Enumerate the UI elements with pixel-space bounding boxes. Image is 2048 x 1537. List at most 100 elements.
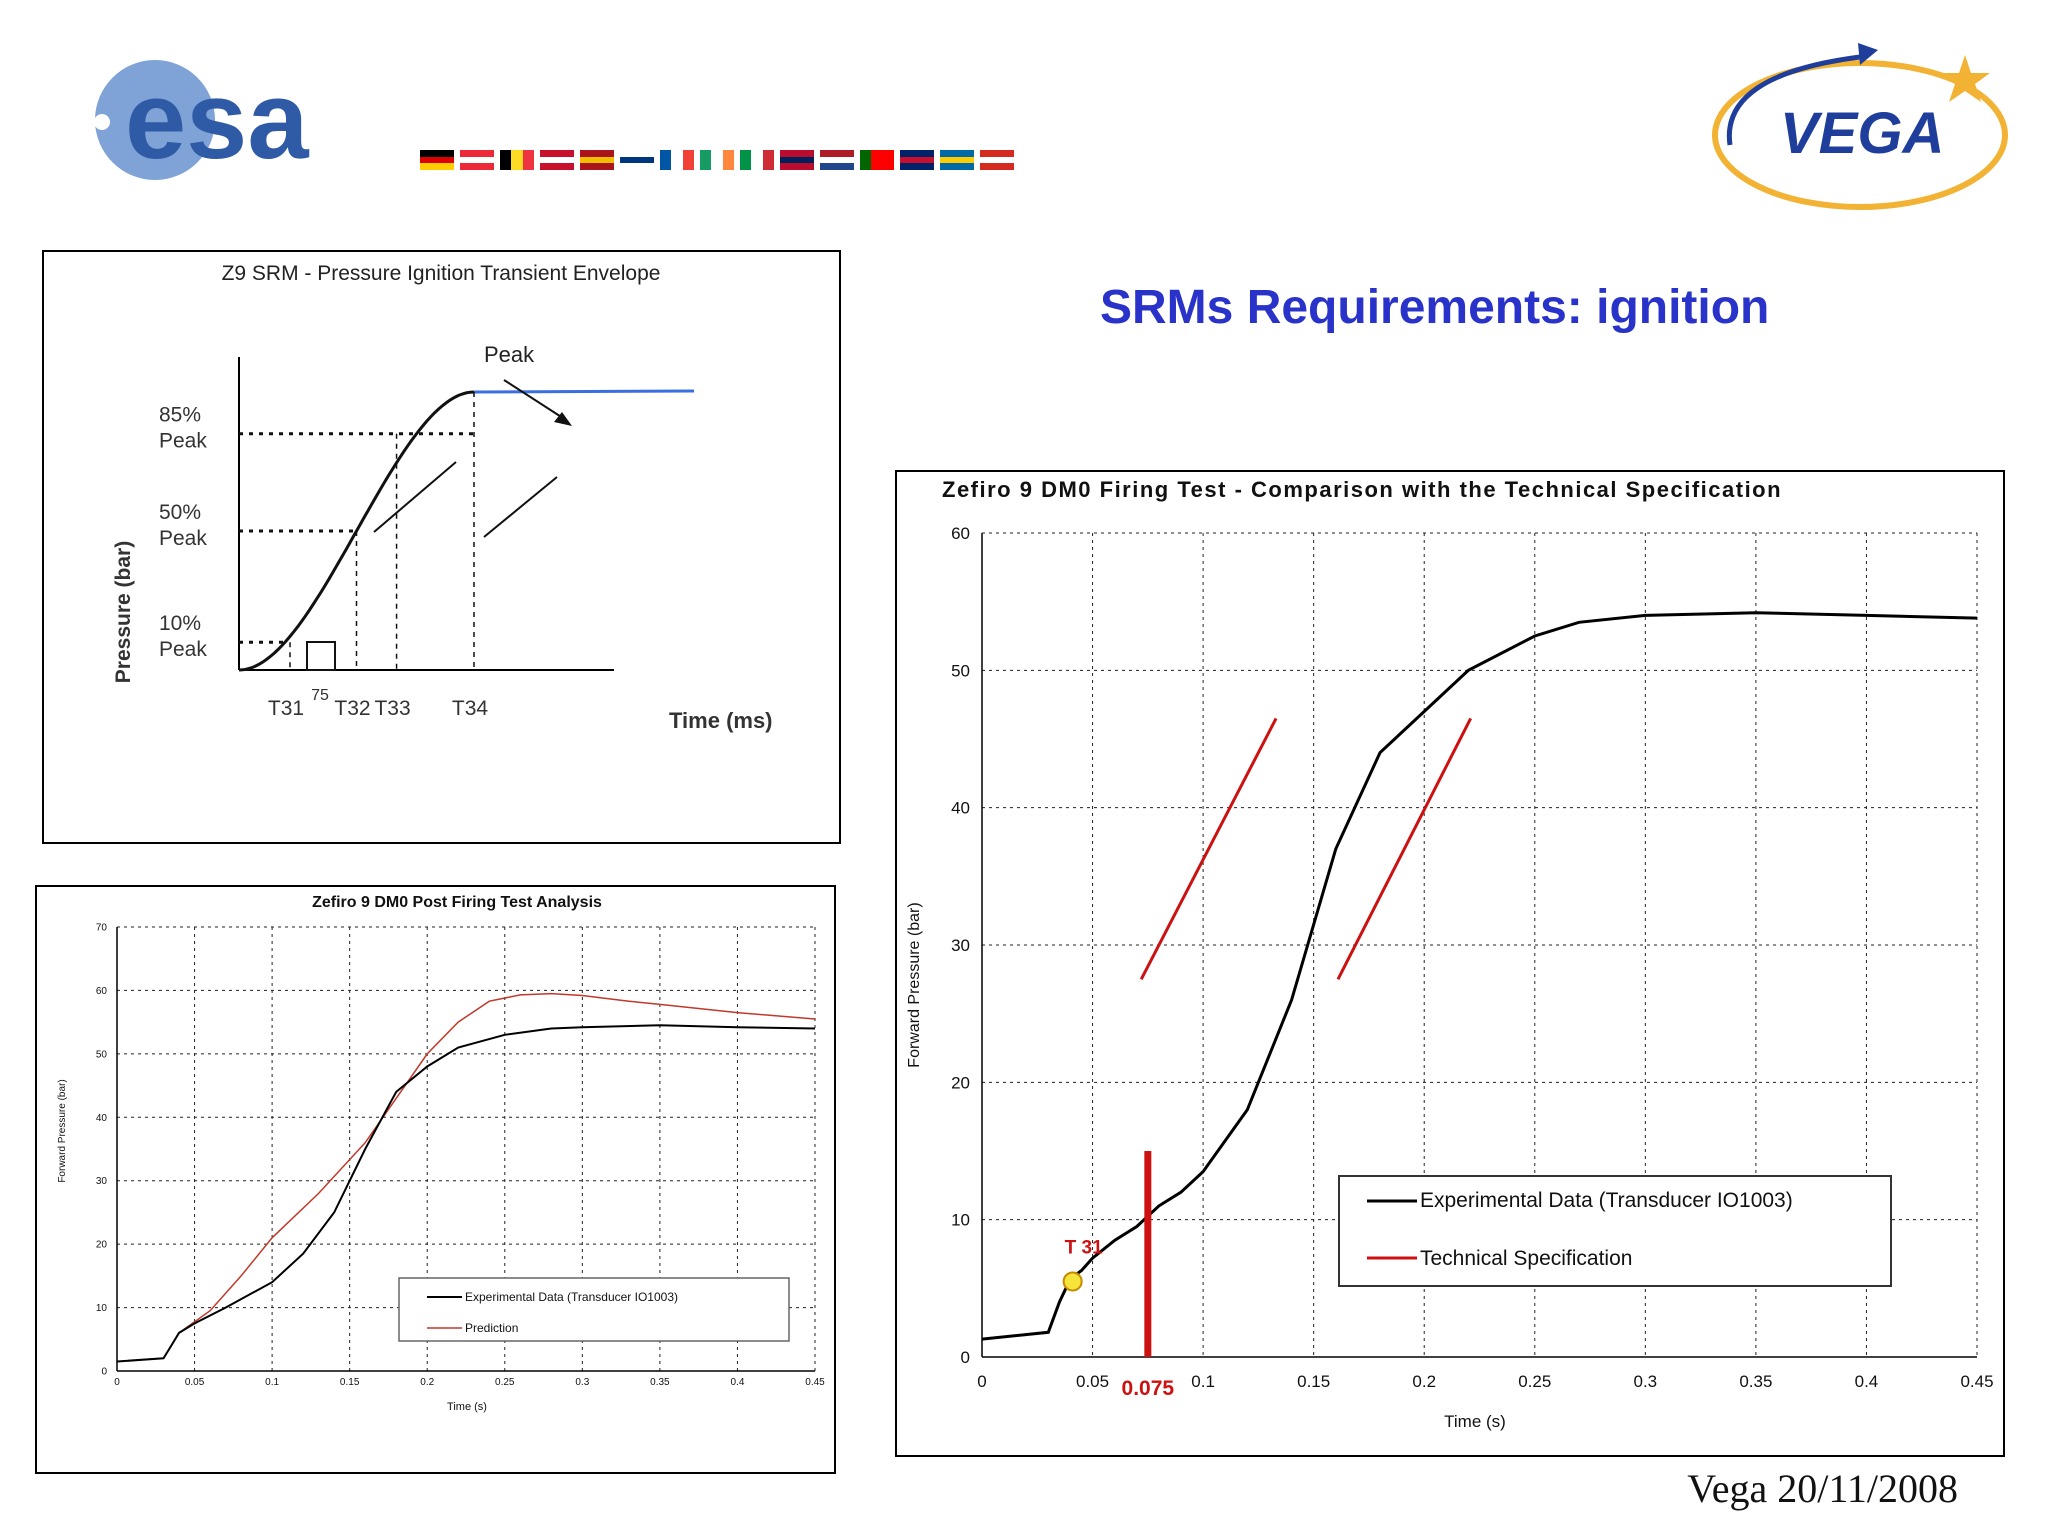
spec-line (1139, 717, 1278, 981)
flag-belgium (500, 150, 534, 170)
x-tick-label: 0.05 (185, 1377, 205, 1388)
tolerance-slope (483, 476, 558, 538)
flag-denmark (540, 150, 574, 171)
flag-germany (420, 150, 454, 171)
x-marker-label: T31 (268, 697, 304, 720)
x-tick-label: 0.3 (1634, 1372, 1658, 1391)
steady-state-line (473, 389, 695, 394)
t31-label: T 31 (1065, 1237, 1103, 1258)
x-tick-label: 0.1 (1191, 1372, 1215, 1391)
y-tick-label: 60 (951, 524, 970, 543)
y-tick-label: 10 (96, 1303, 108, 1314)
flag-italy (740, 150, 774, 170)
flag-switzerland (980, 150, 1014, 171)
x-tick-label: 0 (114, 1377, 120, 1388)
x-axis-label: Time (s) (1444, 1412, 1506, 1431)
flag-sweden (940, 150, 974, 171)
legend (1338, 1175, 1892, 1287)
x-tick-label: 0.25 (495, 1377, 515, 1388)
esa-logo-disc (95, 60, 215, 180)
tolerance-box (306, 641, 337, 671)
y-axis-label: Forward Pressure (bar) (906, 902, 923, 1067)
tolerance-slope (373, 461, 457, 533)
x-tick-label: 0.3 (575, 1377, 589, 1388)
level-label-peak: Peak (159, 430, 207, 453)
flag-austria (460, 150, 494, 171)
t31-point (1062, 1271, 1083, 1292)
x-tick-label: 0.15 (340, 1377, 360, 1388)
y-tick-label: 20 (951, 1073, 970, 1092)
esa-logo: esa (94, 59, 309, 182)
envelope-chart-panel: Z9 SRM - Pressure Ignition Transient Env… (42, 250, 841, 844)
y-tick-label: 10 (951, 1211, 970, 1230)
member-state-flags (420, 150, 1014, 172)
peak-annotation: Peak (484, 342, 535, 367)
x-tick-label: 0.35 (1739, 1372, 1772, 1391)
y-axis-label: Forward Pressure (bar) (57, 1079, 68, 1182)
level-label-peak: Peak (159, 638, 207, 661)
y-tick-label: 50 (96, 1049, 108, 1060)
legend-label-spec: Technical Specification (1420, 1247, 1632, 1270)
flag-norway (780, 150, 814, 171)
x-tick-label: 0.45 (805, 1377, 825, 1388)
y-tick-label: 30 (96, 1176, 108, 1187)
x-tick-label: 0.45 (1960, 1372, 1993, 1391)
z9-spec-comparison-chart-panel: Zefiro 9 DM0 Firing Test - Comparison wi… (895, 470, 2005, 1457)
flag-united-kingdom (900, 150, 934, 171)
y-axis-label: Pressure (bar) (112, 541, 135, 683)
spec-line (1336, 717, 1472, 981)
esa-logo-text: esa (125, 59, 309, 182)
vega-logo-text: VEGA (1780, 101, 1944, 166)
chart-title: Zefiro 9 DM0 Post Firing Test Analysis (312, 894, 602, 911)
x-marker-label: T33 (374, 697, 410, 720)
x-axis-label: Time (ms) (669, 708, 773, 733)
y-tick-label: 20 (96, 1240, 108, 1251)
x-tick-label: 0.1 (265, 1377, 279, 1388)
legend-label-prediction: Prediction (465, 1321, 518, 1335)
footer-date: Vega 20/11/2008 (1687, 1466, 1958, 1511)
x-tick-label: 0.25 (1518, 1372, 1551, 1391)
x-marker-label: T32 (334, 697, 370, 720)
level-label-percent: 85% (159, 404, 201, 427)
x-tick-label: 0.35 (650, 1377, 670, 1388)
x-tick-label: 0.4 (730, 1377, 744, 1388)
x-marker-label: T34 (452, 697, 489, 720)
envelope-chart: Z9 SRM - Pressure Ignition Transient Env… (112, 262, 773, 733)
y-tick-label: 30 (951, 936, 970, 955)
post-firing-chart: Zefiro 9 DM0 Post Firing Test Analysis F… (57, 894, 825, 1413)
level-label-percent: 10% (159, 612, 201, 635)
flag-ireland (700, 150, 734, 170)
y-tick-label: 60 (96, 986, 108, 997)
peak-arrowhead (554, 412, 572, 426)
x-tick-label: 0.2 (420, 1377, 434, 1388)
x-tick-label: 0.05 (1076, 1372, 1109, 1391)
series-experimental-line (116, 1024, 816, 1363)
y-tick-label: 0 (101, 1367, 107, 1378)
legend-label-experimental: Experimental Data (Transducer IO1003) (1420, 1189, 1793, 1212)
chart-title: Zefiro 9 DM0 Firing Test - Comparison wi… (942, 477, 1782, 502)
tolerance-box-label: 75 (311, 687, 329, 704)
vega-star (1940, 55, 1990, 102)
x-axis-label: Time (s) (447, 1401, 487, 1413)
y-tick-label: 70 (96, 923, 108, 934)
level-label-percent: 50% (159, 501, 201, 524)
x-tick-label: 0.15 (1297, 1372, 1330, 1391)
y-tick-label: 50 (951, 661, 970, 680)
x-tick-label: 0.2 (1412, 1372, 1436, 1391)
chart-title: Z9 SRM - Pressure Ignition Transient Env… (222, 262, 661, 285)
flag-netherlands (820, 150, 854, 171)
flag-france (660, 150, 694, 170)
y-tick-label: 40 (951, 799, 970, 818)
peak-arrow (503, 379, 567, 421)
slide-title: SRMs Requirements: ignition (1100, 281, 1770, 334)
level-label-peak: Peak (159, 527, 207, 550)
flag-finland (620, 150, 654, 171)
vega-logo: VEGA (1712, 43, 2008, 210)
x-tick-label: 0 (977, 1372, 986, 1391)
legend (398, 1277, 790, 1342)
flag-portugal (860, 150, 894, 170)
z9-spec-comparison-chart: Zefiro 9 DM0 Firing Test - Comparison wi… (906, 477, 1994, 1431)
legend-label-experimental: Experimental Data (Transducer IO1003) (465, 1290, 678, 1304)
flag-spain (580, 150, 614, 171)
post-firing-chart-panel: Zefiro 9 DM0 Post Firing Test Analysis F… (35, 885, 836, 1474)
